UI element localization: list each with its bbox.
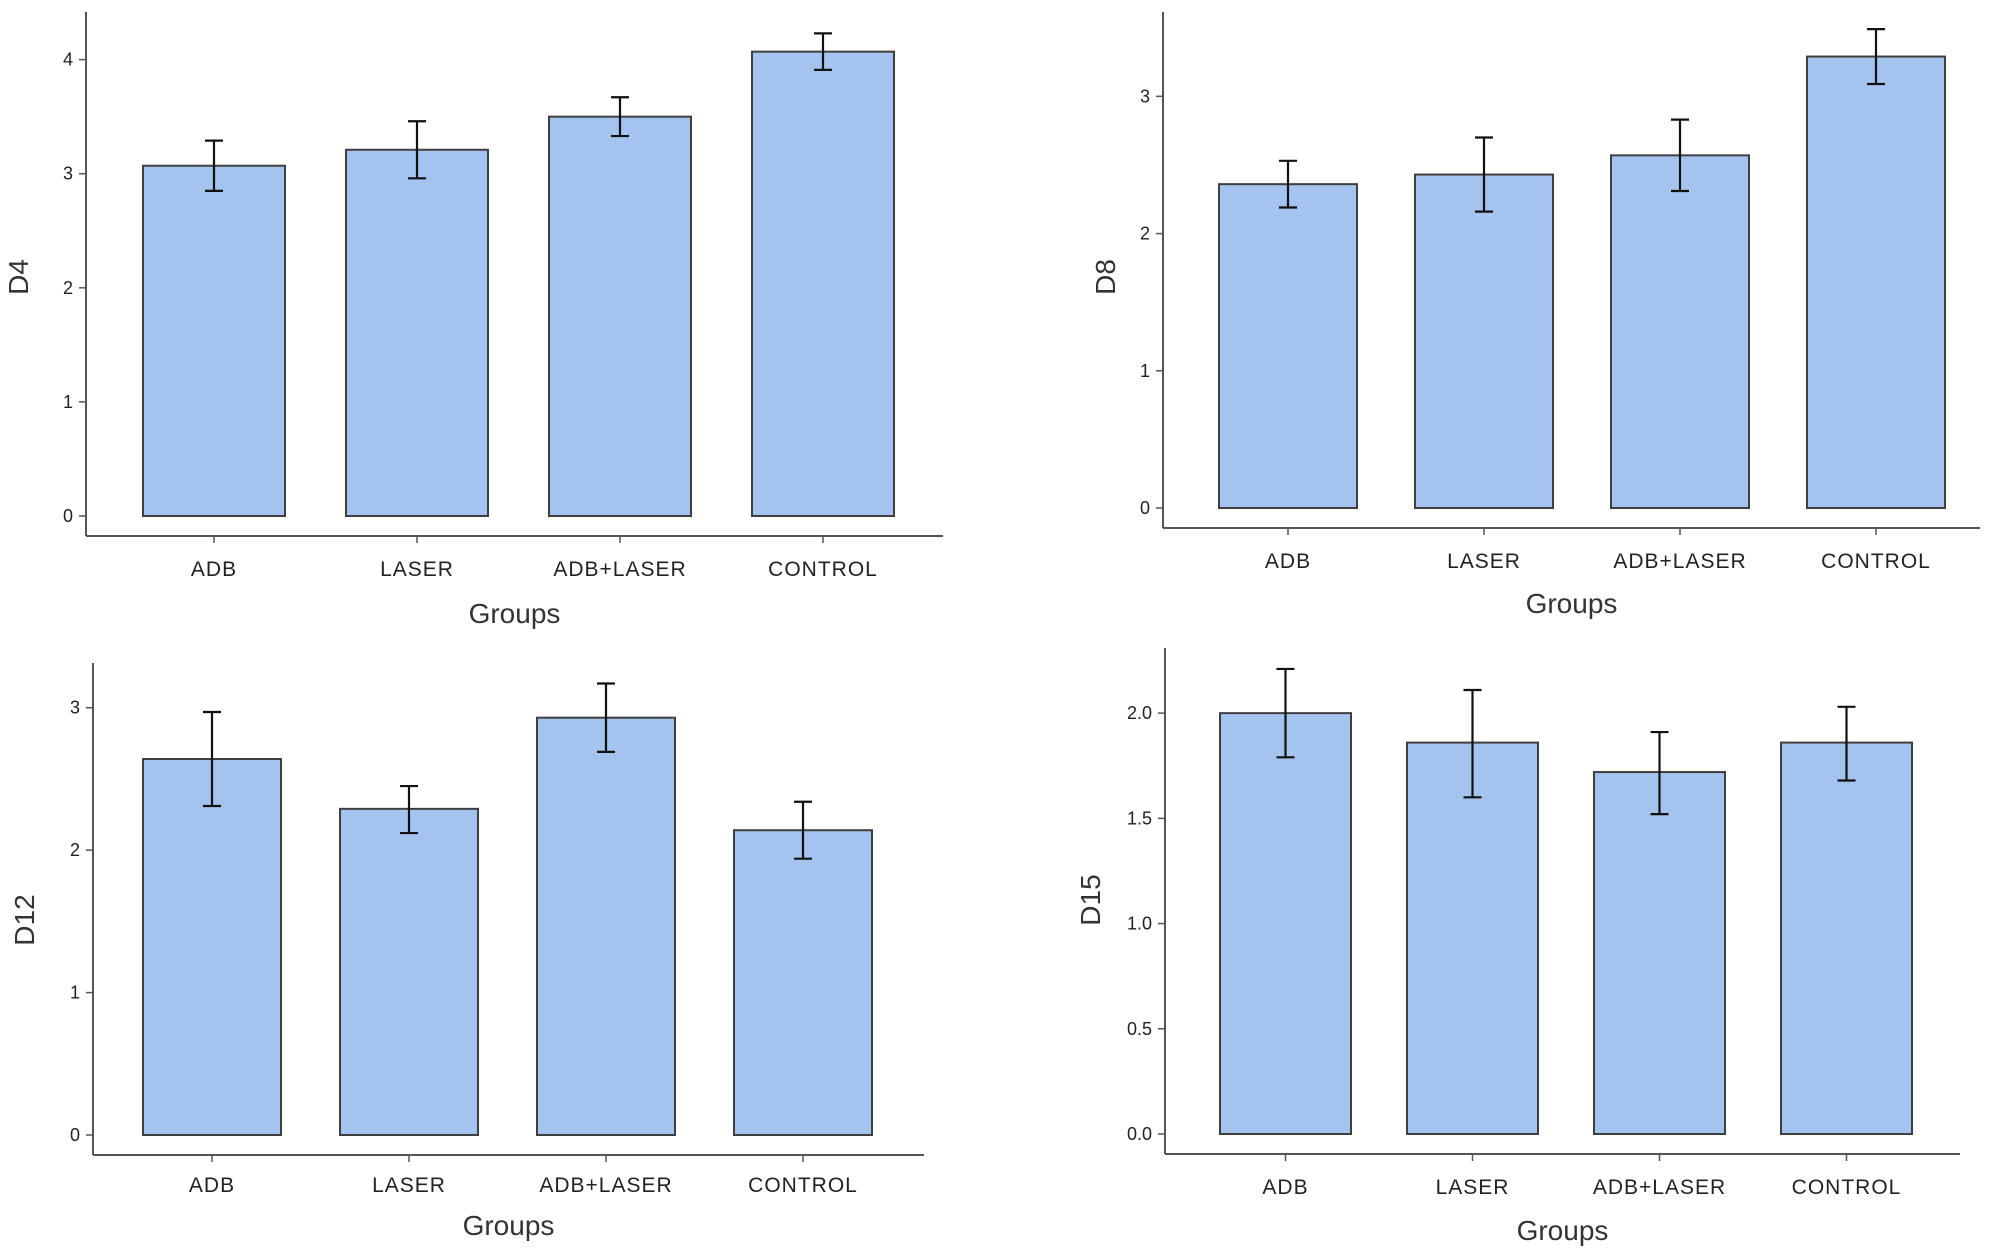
x-axis-title-d15: Groups bbox=[1517, 1215, 1609, 1246]
category-label-d12-3: ADB+LASER bbox=[539, 1174, 672, 1197]
y-axis-title-d4: D4 bbox=[3, 259, 34, 295]
category-label-d12-1: ADB bbox=[189, 1174, 235, 1197]
bar-d4-2 bbox=[345, 148, 489, 517]
y-tick-label-d4-5: 4 bbox=[63, 50, 73, 70]
category-label-d8-3: ADB+LASER bbox=[1613, 550, 1746, 573]
y-tick-label-d15-1: 0.0 bbox=[1127, 1124, 1152, 1144]
bar-d15-3 bbox=[1593, 771, 1726, 1135]
bar-d4-1 bbox=[142, 164, 286, 517]
error-bar-d15-1 bbox=[1276, 667, 1295, 759]
bar-d12-1 bbox=[142, 758, 282, 1136]
category-label-d4-4: CONTROL bbox=[768, 558, 878, 581]
error-bar-d8-4 bbox=[1867, 27, 1885, 86]
category-label-d12-4: CONTROL bbox=[748, 1174, 858, 1197]
error-bar-d4-2 bbox=[408, 120, 426, 180]
category-label-d15-4: CONTROL bbox=[1792, 1176, 1902, 1199]
error-bar-d12-1 bbox=[203, 710, 221, 808]
bar-d12-3 bbox=[536, 716, 676, 1136]
category-label-d4-2: LASER bbox=[380, 558, 454, 581]
error-bar-d8-2 bbox=[1475, 136, 1493, 213]
y-tick-label-d15-4: 1.5 bbox=[1127, 808, 1152, 828]
category-label-d8-4: CONTROL bbox=[1821, 550, 1931, 573]
y-tick-label-d4-3: 2 bbox=[63, 278, 73, 298]
category-label-d15-1: ADB bbox=[1262, 1176, 1308, 1199]
bar-d8-1 bbox=[1218, 183, 1358, 509]
category-label-d4-1: ADB bbox=[191, 558, 237, 581]
bar-d4-3 bbox=[548, 115, 692, 517]
error-bar-d4-4 bbox=[814, 32, 832, 72]
y-tick-label-d15-5: 2.0 bbox=[1127, 703, 1152, 723]
y-tick-label-d4-1: 0 bbox=[63, 506, 73, 526]
y-axis-title-d12: D12 bbox=[9, 894, 40, 945]
y-tick-label-d12-4: 3 bbox=[70, 698, 80, 718]
chart-panel-d4: 0 1 2 3 4 ADB LASER ADB+LASER CONTROL Groups D4 bbox=[3, 12, 943, 629]
y-tick-label-d12-1: 0 bbox=[70, 1125, 80, 1145]
error-bar-d12-3 bbox=[597, 682, 615, 753]
error-bar-d4-1 bbox=[205, 139, 223, 192]
bar-d8-2 bbox=[1414, 173, 1554, 510]
category-label-d15-2: LASER bbox=[1436, 1176, 1510, 1199]
bar-d15-4 bbox=[1780, 741, 1913, 1135]
bar-d8-3 bbox=[1610, 154, 1750, 509]
y-tick-label-d12-3: 2 bbox=[70, 840, 80, 860]
y-tick-label-d8-1: 0 bbox=[1140, 498, 1150, 518]
x-axis-title-d8: Groups bbox=[1526, 588, 1618, 619]
y-tick-label-d12-2: 1 bbox=[70, 983, 80, 1003]
x-axis-title-d4: Groups bbox=[469, 598, 561, 629]
y-tick-label-d4-4: 3 bbox=[63, 164, 73, 184]
error-bar-d4-3 bbox=[611, 96, 629, 138]
error-bar-d8-3 bbox=[1671, 118, 1689, 193]
bar-d4-4 bbox=[751, 50, 895, 518]
error-bar-d15-4 bbox=[1837, 705, 1856, 782]
category-label-d12-2: LASER bbox=[372, 1174, 446, 1197]
y-tick-label-d15-2: 0.5 bbox=[1127, 1019, 1152, 1039]
error-bar-d15-3 bbox=[1650, 730, 1669, 816]
chart-panel-d8: 0 1 2 3 ADB LASER ADB+LASER CONTROL Groups D8 bbox=[1090, 12, 1980, 619]
chart-panel-d12: 0 1 2 3 ADB LASER ADB+LASER CONTROL Groups D12 bbox=[9, 663, 924, 1241]
error-bar-d12-2 bbox=[400, 784, 418, 835]
error-bar-d12-4 bbox=[794, 800, 812, 860]
y-tick-label-d4-2: 1 bbox=[63, 392, 73, 412]
category-label-d15-3: ADB+LASER bbox=[1593, 1176, 1726, 1199]
y-axis-title-d15: D15 bbox=[1075, 874, 1106, 925]
y-tick-label-d8-4: 3 bbox=[1140, 86, 1150, 106]
y-tick-label-d8-2: 1 bbox=[1140, 361, 1150, 381]
y-tick-label-d8-3: 2 bbox=[1140, 224, 1150, 244]
bar-d15-1 bbox=[1219, 712, 1352, 1135]
category-label-d4-3: ADB+LASER bbox=[553, 558, 686, 581]
bar-d12-4 bbox=[733, 829, 873, 1136]
category-label-d8-1: ADB bbox=[1265, 550, 1311, 573]
y-tick-label-d15-3: 1.0 bbox=[1127, 914, 1152, 934]
chart-panel-d15: 0.0 0.5 1.0 1.5 2.0 ADB LASER ADB+LASER CONTROL G… bbox=[1075, 648, 1960, 1246]
bar-d15-2 bbox=[1406, 741, 1539, 1135]
error-bar-d15-2 bbox=[1463, 688, 1482, 799]
category-label-d8-2: LASER bbox=[1447, 550, 1521, 573]
bar-d8-4 bbox=[1806, 55, 1946, 510]
bar-d12-2 bbox=[339, 807, 479, 1137]
error-bar-d8-1 bbox=[1279, 159, 1297, 209]
y-axis-title-d8: D8 bbox=[1090, 259, 1121, 295]
x-axis-title-d12: Groups bbox=[463, 1210, 555, 1241]
